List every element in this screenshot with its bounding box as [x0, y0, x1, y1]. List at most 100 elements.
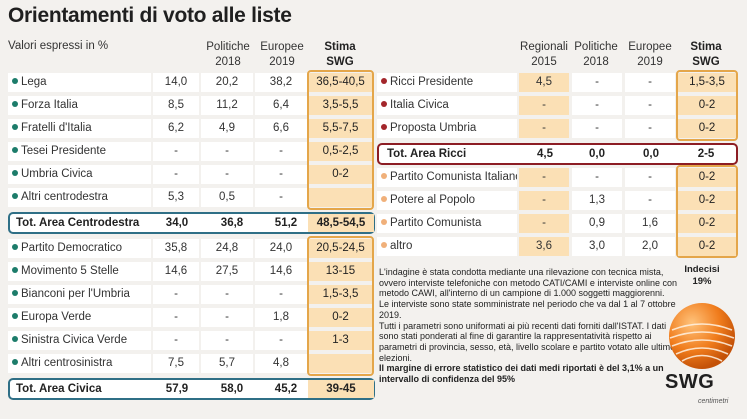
value-col3: 6,6 [255, 119, 307, 138]
value-regionali: - [519, 214, 569, 233]
value-col3: - [255, 331, 307, 350]
value-politiche: 3,0 [572, 237, 622, 256]
total-centrodestra-c3: 51,2 [274, 217, 298, 229]
value-regionali: - [519, 119, 569, 138]
party-label: Bianconi per l'Umbria [8, 285, 151, 304]
party-dot-icon [12, 267, 18, 273]
value-politiche: - [572, 73, 622, 92]
value-europee: - [625, 191, 675, 210]
party-name: Partito Democratico [21, 242, 122, 254]
party-name: Forza Italia [21, 99, 78, 111]
right-header-stima: Stima SWG [690, 41, 722, 68]
value-col3: - [255, 188, 307, 207]
stima-value: 13-15 [309, 262, 372, 281]
total-ricci-stima: 2-5 [697, 148, 715, 160]
total-ricci: Tot. Area Ricci 4,5 0,0 0,0 2-5 [377, 143, 738, 165]
total-civica-c2: 58,0 [220, 383, 244, 395]
methodology-note: L'indagine è stata condotta mediante una… [379, 267, 679, 385]
stima-value: 1,5-3,5 [678, 73, 736, 92]
value-col1: - [153, 331, 199, 350]
value-col2: - [201, 285, 253, 304]
value-col2: 20,2 [201, 73, 253, 92]
stima-value: 0,5-2,5 [309, 142, 372, 161]
party-label: Umbria Civica [8, 165, 151, 184]
value-regionali: 4,5 [519, 73, 569, 92]
value-europee: - [625, 73, 675, 92]
party-dot-icon [12, 336, 18, 342]
total-centrodestra-c2: 36,8 [220, 217, 244, 229]
party-name: Proposta Umbria [390, 122, 477, 134]
value-politiche: 1,3 [572, 191, 622, 210]
value-col1: 14,0 [153, 73, 199, 92]
indecisi-label: Indecisi [684, 264, 720, 275]
value-col3: - [255, 285, 307, 304]
stima-value [309, 188, 372, 207]
party-label: Partito Democratico [8, 239, 151, 258]
party-name: Tesei Presidente [21, 145, 107, 157]
party-name: Movimento 5 Stelle [21, 265, 119, 277]
party-dot-icon [12, 124, 18, 130]
value-politiche: - [572, 96, 622, 115]
party-label: Europa Verde [8, 308, 151, 327]
party-dot-icon [12, 359, 18, 365]
stima-value: 36,5-40,5 [309, 73, 372, 92]
party-dot-icon [12, 170, 18, 176]
party-label: Fratelli d'Italia [8, 119, 151, 138]
total-civica: Tot. Area Civica 57,9 58,0 45,2 39-45 [8, 378, 375, 400]
party-label: Lega [8, 73, 151, 92]
party-label: Movimento 5 Stelle [8, 262, 151, 281]
total-ricci-c1: 0,0 [589, 148, 605, 160]
value-politiche: - [572, 119, 622, 138]
party-name: Sinistra Civica Verde [21, 334, 128, 346]
value-col3: 4,8 [255, 354, 307, 373]
party-name: Potere al Popolo [390, 194, 476, 206]
stima-value: 0-2 [309, 308, 372, 327]
party-label: Tesei Presidente [8, 142, 151, 161]
credit: centimetri [698, 398, 729, 405]
party-dot-icon [12, 78, 18, 84]
party-name: Lega [21, 76, 47, 88]
party-label: Partito Comunista [377, 214, 517, 233]
total-ricci-c0: 4,5 [537, 148, 553, 160]
value-col1: 5,3 [153, 188, 199, 207]
note-p3: Tutti i parametri sono uniformati ai più… [379, 320, 676, 363]
value-col1: - [153, 308, 199, 327]
party-label: Sinistra Civica Verde [8, 331, 151, 350]
total-civica-c3: 45,2 [274, 383, 298, 395]
note-p4: Il margine di errore statistico dei dati… [379, 363, 664, 385]
party-dot-icon [381, 173, 387, 179]
value-europee: - [625, 119, 675, 138]
value-col2: 0,5 [201, 188, 253, 207]
party-name: Europa Verde [21, 311, 92, 323]
party-name: altro [390, 240, 413, 252]
party-dot-icon [12, 101, 18, 107]
party-name: Italia Civica [390, 99, 449, 111]
party-name: Umbria Civica [21, 168, 93, 180]
party-label: Partito Comunista Italiano [377, 168, 517, 187]
indecisi-box: Indecisi 19% [670, 264, 734, 288]
value-col3: - [255, 165, 307, 184]
right-stima-frame-bottom [676, 165, 738, 258]
party-name: Partito Comunista [390, 217, 482, 229]
party-dot-icon [381, 242, 387, 248]
party-dot-icon [12, 193, 18, 199]
party-dot-icon [381, 78, 387, 84]
right-stima-frame-top [676, 70, 738, 141]
right-header-europee: Europee 2019 [628, 41, 672, 68]
left-header-stima: Stima SWG [324, 41, 356, 68]
value-col1: 7,5 [153, 354, 199, 373]
value-col3: - [255, 142, 307, 161]
value-col2: - [201, 308, 253, 327]
value-col2: - [201, 331, 253, 350]
party-label: Proposta Umbria [377, 119, 517, 138]
total-civica-stima: 39-45 [308, 380, 374, 398]
party-dot-icon [381, 101, 387, 107]
swg-logo-text: SWG [665, 371, 715, 393]
total-civica-c1: 57,9 [165, 383, 189, 395]
party-label: altro [377, 237, 517, 256]
value-col2: 24,8 [201, 239, 253, 258]
party-dot-icon [381, 219, 387, 225]
subtitle: Valori espressi in % [8, 40, 109, 52]
value-col2: 27,5 [201, 262, 253, 281]
total-centrodestra-c1: 34,0 [165, 217, 189, 229]
